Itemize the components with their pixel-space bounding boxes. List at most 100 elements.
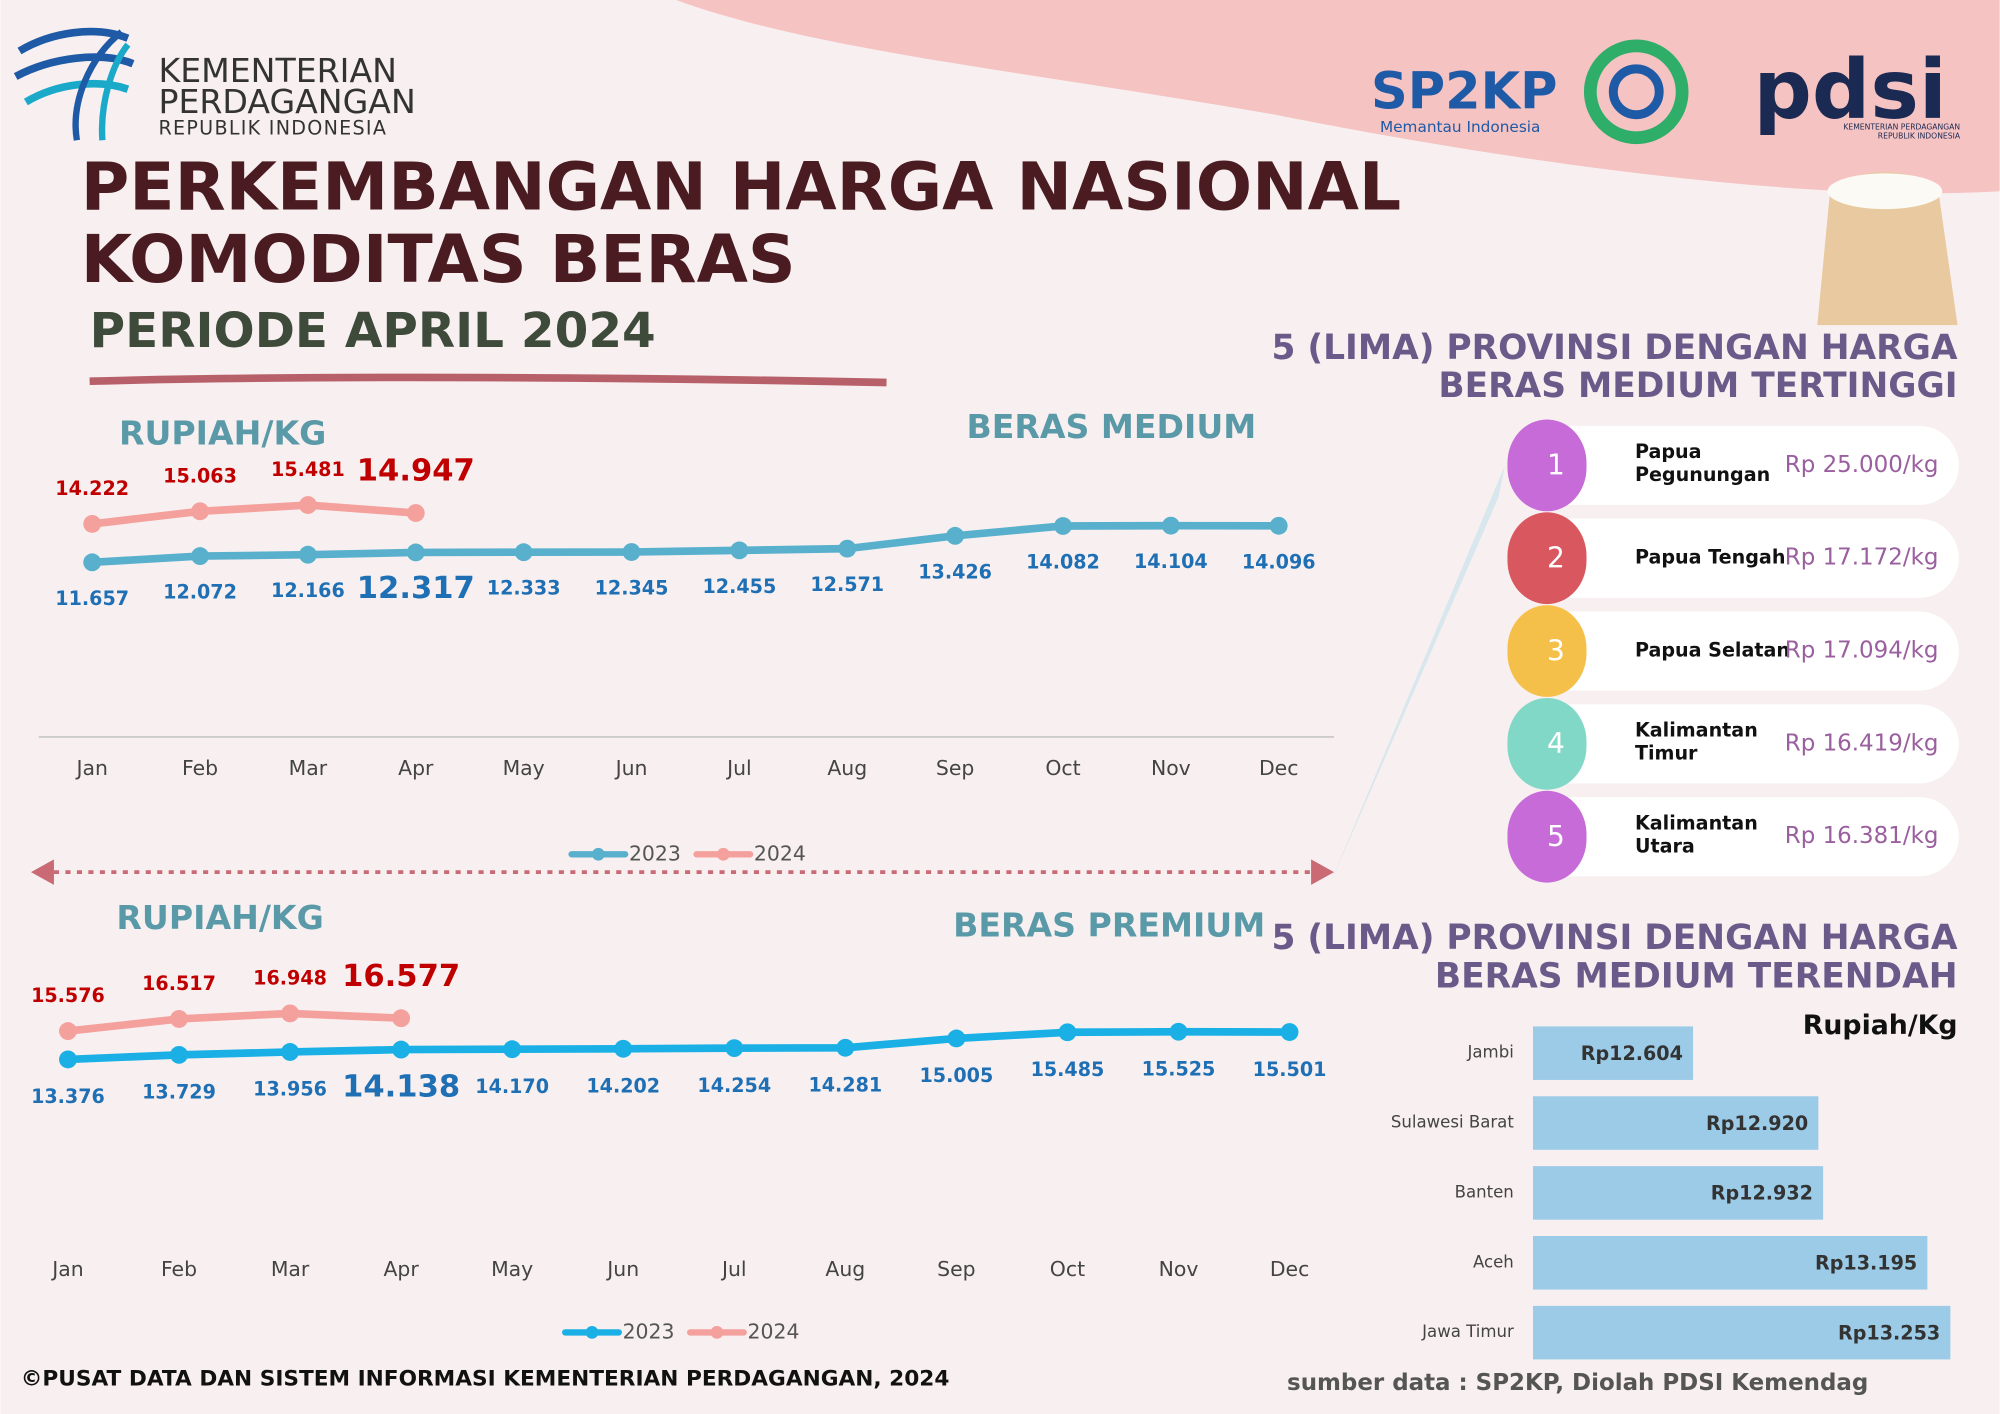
x-tick-label: Mar [271,1257,310,1281]
data-label: 14.096 [1242,550,1316,573]
data-label: 12.317 [357,571,475,606]
logo-mark [13,27,135,141]
data-label: Rp12.920 [1706,1112,1808,1135]
x-tick-label: Apr [383,1257,419,1281]
y-tick-label: Sulawesi Barat [1391,1113,1514,1132]
list-row [1530,611,1959,691]
data-label: 12.072 [163,581,237,604]
logo-text: KEMENTERIAN [158,51,396,90]
data-point [1161,516,1180,535]
y-tick-label: Banten [1455,1182,1514,1201]
data-point [1269,516,1288,535]
x-tick-label: Nov [1159,1257,1199,1281]
x-tick-label: Aug [825,1257,865,1281]
x-tick-label: Dec [1259,756,1298,780]
separator-arrow [1311,859,1335,885]
price: Rp 16.419/kg [1785,730,1939,756]
logo-text: REPUBLIK INDONESIA [158,116,387,139]
rank: 3 [1547,634,1565,667]
data-label: 12.345 [595,576,669,599]
data-label: 14.082 [1026,550,1100,573]
background-shape [676,0,2000,194]
data-point [298,496,317,514]
rank-badge [1507,697,1587,790]
data-point [838,539,857,558]
y-tick-label: Jawa Timur [1421,1322,1514,1341]
x-tick-label: May [491,1257,533,1281]
data-point [406,543,425,562]
province-name: Pegunungan [1635,463,1770,486]
pdsi-logo: pdsi [1754,43,1947,138]
data-point [191,502,209,521]
data-point [725,1039,744,1058]
rank: 4 [1547,727,1565,760]
data-point [392,1040,411,1059]
list-row [1530,704,1959,784]
chart-title: BERAS PREMIUM [953,905,1265,944]
rank: 1 [1547,449,1565,482]
series-line [88,521,1283,567]
data-label: 15.485 [1031,1058,1105,1081]
data-point [503,1040,522,1059]
bar [1532,1236,1928,1290]
data-point [730,541,749,560]
data-label: 15.481 [271,458,345,481]
y-axis-label: RUPIAH/KG [116,898,323,937]
province-name: Utara [1635,834,1695,857]
data-label: 14.138 [342,1069,460,1104]
legend-marker [591,847,605,861]
data-point [514,543,533,562]
copyright: ©PUSAT DATA DAN SISTEM INFORMASI KEMENTE… [21,1367,950,1392]
data-point [191,547,209,566]
data-point [281,1043,299,1061]
data-point [614,1039,633,1058]
data-label: 12.571 [810,573,884,596]
sp2kp-logo: SP2KP [1371,62,1558,121]
data-label: 14.104 [1134,550,1208,573]
x-tick-label: Sep [936,756,974,780]
series-line [64,1027,1294,1064]
data-label: Rp13.253 [1838,1321,1940,1344]
list-row [1530,425,1959,505]
data-label: 14.202 [586,1075,660,1098]
data-label: 12.166 [271,579,345,602]
legend-marker [716,847,730,861]
y-tick-label: Jambi [1467,1043,1514,1062]
data-point [406,504,425,522]
data-point [170,1010,188,1028]
data-label: 13.426 [918,560,992,583]
price: Rp 25.000/kg [1785,452,1939,478]
pointer [1326,465,1505,893]
province-name: Timur [1635,742,1698,765]
data-point [298,545,317,564]
list-title: 5 (LIMA) PROVINSI DENGAN HARGA [1271,328,1957,368]
data-point [946,526,965,545]
data-label: 15.063 [163,464,237,487]
data-label: 16.577 [342,959,460,994]
data-point [170,1045,188,1064]
data-label: Rp12.932 [1711,1182,1813,1205]
rank-badge [1507,419,1587,512]
rice-sack [1827,173,1943,210]
data-point [1169,1022,1188,1041]
data-label: 13.729 [142,1081,216,1104]
data-point [1054,517,1072,535]
province-name: Papua [1635,440,1702,463]
chart-title: 5 (LIMA) PROVINSI DENGAN HARGA [1271,918,1957,958]
data-label: 13.956 [253,1078,327,1101]
province-name: Papua Selatan [1635,639,1790,662]
pdsi-caption: REPUBLIK INDONESIA [1878,131,1961,140]
price: Rp 16.381/kg [1785,823,1939,849]
x-tick-label: Jul [720,1257,747,1281]
x-tick-label: Mar [289,756,328,780]
bar [1532,1026,1694,1080]
title: KOMODITAS BERAS [81,220,796,298]
rank-badge [1507,512,1587,605]
bar [1532,1166,1824,1220]
chart-title: BERAS MEDIUM TERENDAH [1435,956,1958,996]
data-label: 16.948 [253,966,327,989]
data-label: 14.222 [55,477,129,500]
logo-text: PERDAGANGAN [158,82,415,121]
data-label: Rp13.195 [1815,1252,1917,1275]
x-tick-label: Jun [614,756,648,780]
